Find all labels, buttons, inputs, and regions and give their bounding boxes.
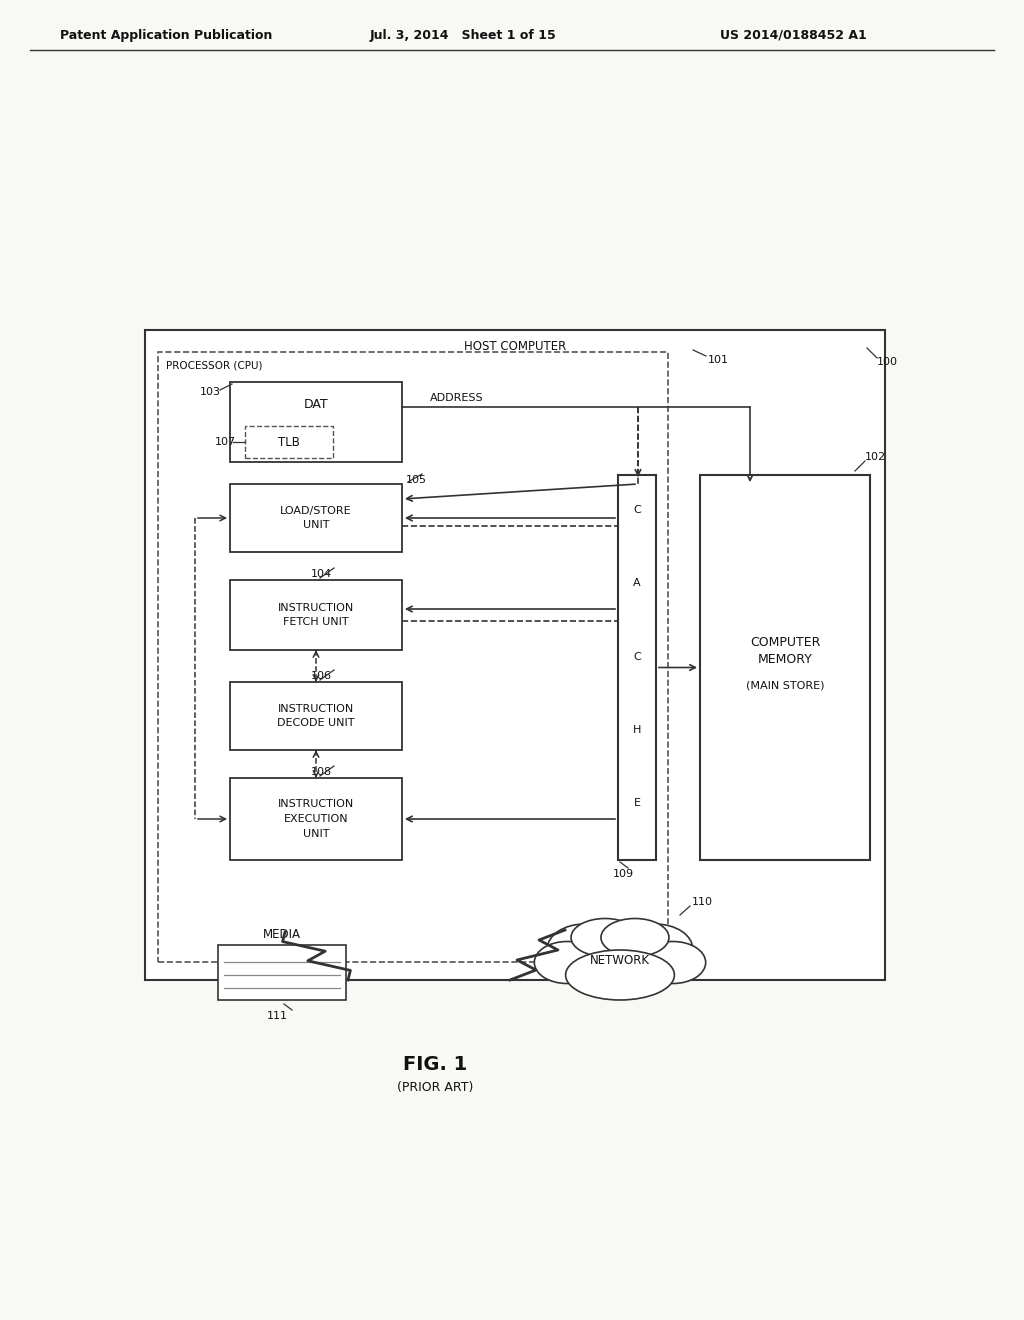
Text: Patent Application Publication: Patent Application Publication	[60, 29, 272, 41]
Ellipse shape	[559, 923, 681, 998]
Bar	[700, 475, 870, 861]
Text: C: C	[633, 652, 641, 661]
Text: (MAIN STORE): (MAIN STORE)	[745, 681, 824, 690]
Text: 100: 100	[877, 356, 898, 367]
Text: C: C	[633, 506, 641, 515]
Text: (PRIOR ART): (PRIOR ART)	[397, 1081, 473, 1093]
Text: COMPUTER: COMPUTER	[750, 636, 820, 649]
Ellipse shape	[547, 924, 622, 974]
Text: 101: 101	[708, 355, 729, 366]
Text: UNIT: UNIT	[303, 829, 330, 840]
Text: LOAD/STORE: LOAD/STORE	[281, 506, 352, 516]
Text: 102: 102	[865, 451, 886, 462]
Ellipse shape	[640, 941, 706, 983]
Bar	[230, 579, 402, 649]
Text: UNIT: UNIT	[303, 520, 330, 531]
Bar	[145, 330, 885, 979]
Text: 106: 106	[311, 671, 332, 681]
Text: DAT: DAT	[304, 397, 329, 411]
Text: 108: 108	[311, 767, 332, 777]
Text: US 2014/0188452 A1: US 2014/0188452 A1	[720, 29, 866, 41]
Ellipse shape	[571, 919, 639, 957]
Text: INSTRUCTION: INSTRUCTION	[278, 603, 354, 612]
Ellipse shape	[617, 924, 693, 974]
Text: DECODE UNIT: DECODE UNIT	[278, 718, 354, 729]
Text: 110: 110	[692, 898, 713, 907]
Text: HOST COMPUTER: HOST COMPUTER	[464, 341, 566, 352]
Text: EXECUTION: EXECUTION	[284, 814, 348, 824]
Text: E: E	[634, 799, 640, 808]
Text: ADDRESS: ADDRESS	[430, 393, 483, 403]
Text: FETCH UNIT: FETCH UNIT	[284, 616, 349, 627]
Text: INSTRUCTION: INSTRUCTION	[278, 799, 354, 809]
Text: FIG. 1: FIG. 1	[402, 1056, 467, 1074]
Ellipse shape	[535, 941, 600, 983]
Text: PROCESSOR (CPU): PROCESSOR (CPU)	[166, 360, 262, 370]
Bar	[230, 682, 402, 750]
Bar	[230, 484, 402, 552]
Bar	[230, 777, 402, 861]
Text: NETWORK: NETWORK	[590, 953, 650, 966]
Ellipse shape	[565, 950, 675, 1001]
Bar	[230, 381, 402, 462]
Bar	[618, 475, 656, 861]
Text: 105: 105	[406, 475, 427, 484]
Text: 104: 104	[311, 569, 332, 579]
Text: Jul. 3, 2014   Sheet 1 of 15: Jul. 3, 2014 Sheet 1 of 15	[370, 29, 557, 41]
Text: 109: 109	[613, 869, 634, 879]
Bar	[158, 352, 668, 962]
Bar	[218, 945, 346, 1001]
Text: 111: 111	[266, 1011, 288, 1020]
Text: INSTRUCTION: INSTRUCTION	[278, 704, 354, 714]
Text: MEDIA: MEDIA	[263, 928, 301, 941]
Text: 103: 103	[200, 387, 221, 397]
Text: 107: 107	[215, 437, 237, 447]
Bar	[245, 426, 333, 458]
Text: MEMORY: MEMORY	[758, 653, 812, 667]
Text: TLB: TLB	[279, 436, 300, 449]
Ellipse shape	[601, 919, 669, 957]
Text: A: A	[633, 578, 641, 589]
Text: H: H	[633, 725, 641, 735]
